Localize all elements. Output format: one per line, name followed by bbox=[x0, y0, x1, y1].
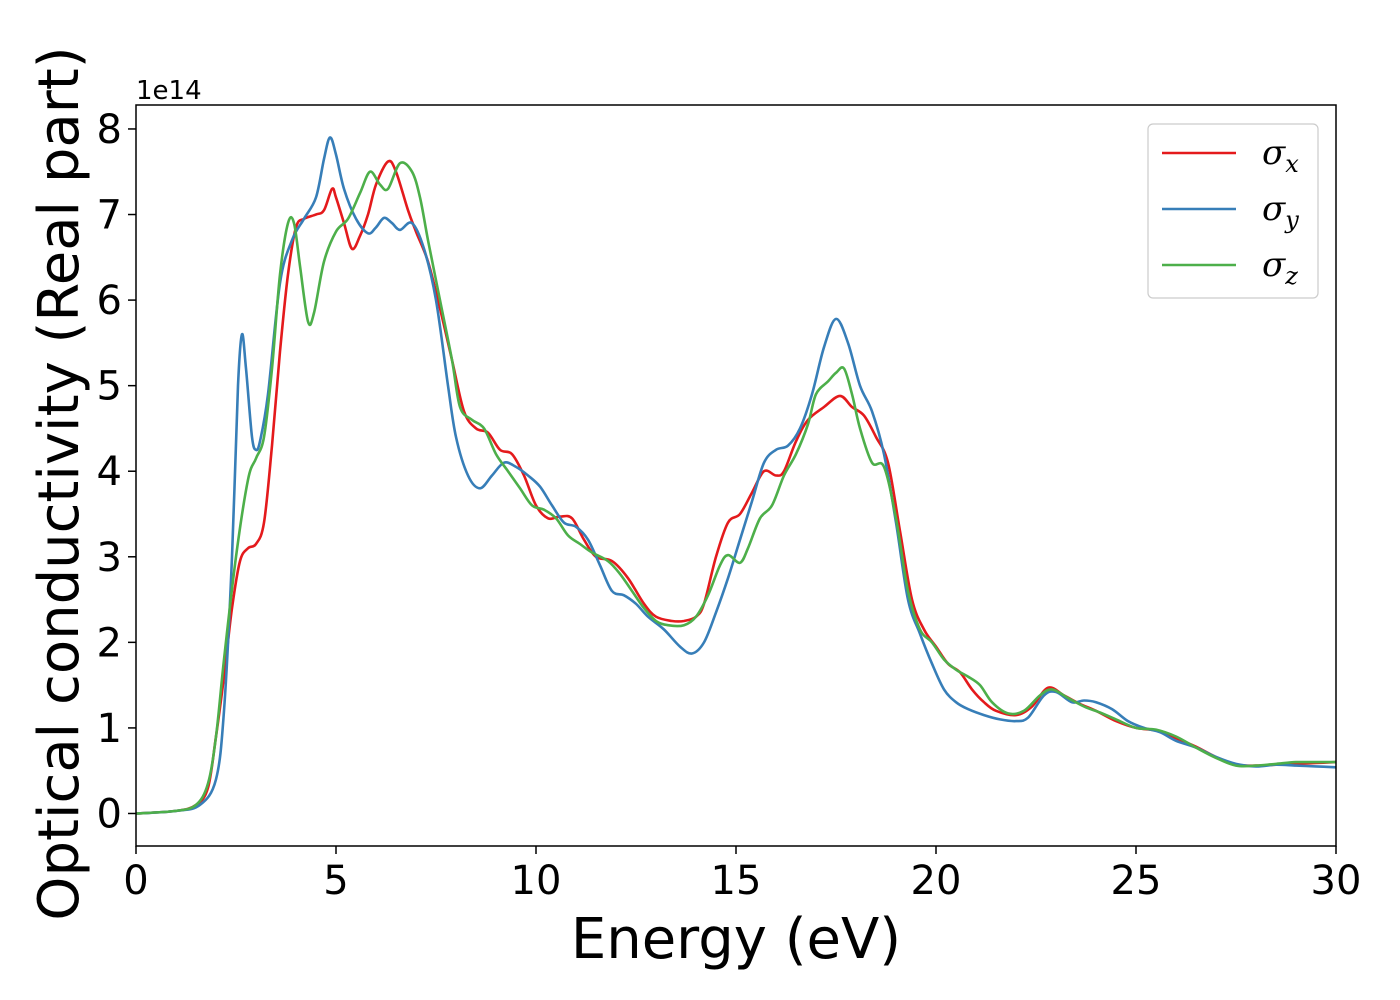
y-tick-label: 6 bbox=[97, 278, 122, 324]
series-line-z bbox=[135, 161, 1336, 815]
y-tick-label: 7 bbox=[97, 193, 122, 239]
y-tick-label: 8 bbox=[97, 107, 122, 153]
y-axis: 0 1 2 3 4 5 6 7 8 bbox=[97, 107, 136, 837]
y-tick-label: 1 bbox=[97, 706, 122, 752]
x-axis: 0 5 10 15 20 25 30 bbox=[123, 846, 1361, 904]
x-tick-label: 0 bbox=[123, 858, 148, 904]
series-layer bbox=[135, 136, 1337, 815]
y-axis-offset-label: 1e14 bbox=[136, 76, 202, 106]
x-tick-label: 10 bbox=[511, 858, 562, 904]
y-tick-label: 5 bbox=[97, 364, 122, 410]
x-tick-label: 20 bbox=[911, 858, 962, 904]
y-tick-label: 3 bbox=[97, 535, 122, 581]
x-axis-title: Energy (eV) bbox=[571, 907, 901, 972]
legend-box bbox=[1147, 123, 1319, 299]
x-tick-label: 5 bbox=[323, 858, 348, 904]
x-tick-label: 15 bbox=[711, 858, 762, 904]
y-tick-label: 0 bbox=[97, 791, 122, 837]
x-tick-label: 25 bbox=[1111, 858, 1162, 904]
y-tick-label: 2 bbox=[97, 620, 122, 666]
series-line-y bbox=[135, 136, 1337, 815]
x-tick-label: 30 bbox=[1311, 858, 1362, 904]
y-axis-title: Optical conductivity (Real part) bbox=[27, 46, 92, 920]
y-tick-label: 4 bbox=[97, 449, 122, 495]
